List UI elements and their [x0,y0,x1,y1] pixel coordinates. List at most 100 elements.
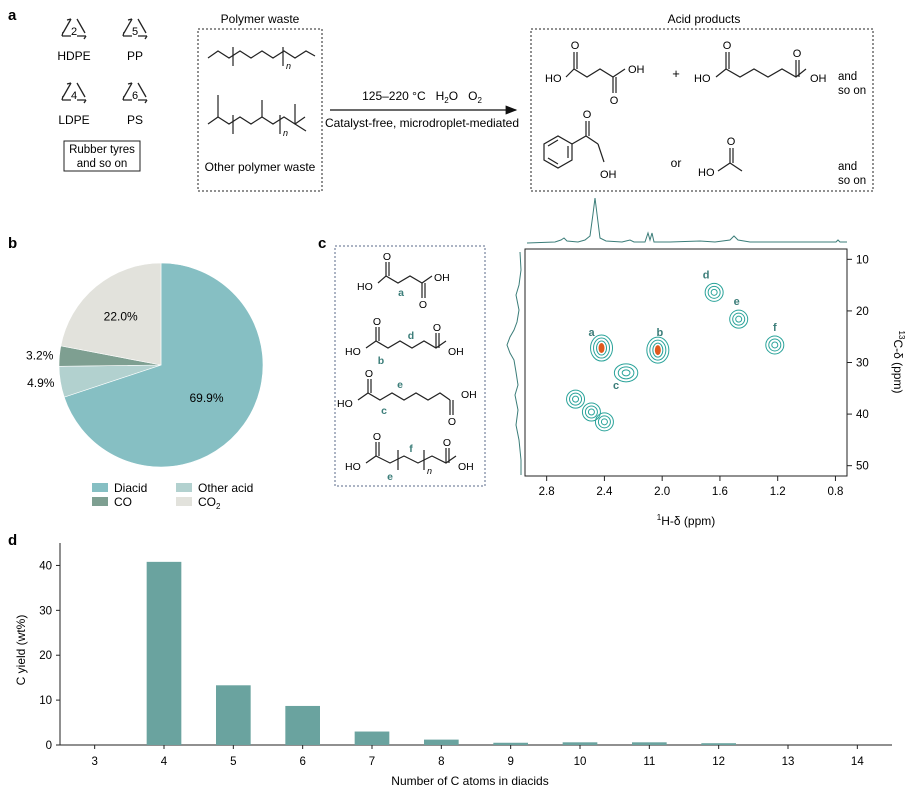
recycle-label: LDPE [58,113,89,127]
bar-c7 [354,731,390,745]
conditions-line2: Catalyst-free, microdroplet-mediated [325,116,519,130]
bar-x-tick-label: 3 [91,756,97,768]
condition-h: H [436,89,445,103]
structure-adipic-O1: O [365,368,373,380]
rubber-line2: and so on [77,158,128,170]
condition-o2-sub: 2 [477,96,482,105]
bar-y-tick-label: 10 [39,695,52,707]
other-polymer-waste: Other polymer waste [205,160,316,174]
nmr-peak-core [654,345,661,356]
legend-swatch-co2 [176,497,192,506]
nmr-contour-ring [613,363,639,383]
pie-chart [58,262,264,468]
nmr-x-tick-label: 2.8 [539,486,555,498]
nmr-contour-ring [596,340,608,356]
pie-label-co2: 22.0% [104,309,138,323]
structure-label-f: f [409,443,413,455]
nmr-peak-e [729,309,749,329]
nmr-peak-c [613,363,639,383]
and-text-2: and [838,161,857,173]
nmr-x-tick-label: 0.8 [827,486,843,498]
polypropylene-structure [207,95,307,134]
nmr-contour-ring [593,337,611,359]
or-text: or [671,156,682,170]
benzoic-OH: OH [600,169,617,181]
legend-swatch-other-acid [176,483,192,492]
bar-y-axis-label: C yield (wt%) [14,615,28,686]
structure-general-HO: HO [345,461,361,473]
nmr-contour-ring [707,285,721,299]
acetic-HO: HO [698,167,715,179]
panel-b-letter: b [8,235,17,252]
nmr-x-tick-label: 1.2 [770,486,786,498]
nmr-contour-ring [649,339,667,361]
so-on-text-2: so on [838,175,866,187]
nmr-peak-label-d: d [703,269,710,281]
bar-c8 [424,739,459,745]
nmr-contour-ring [590,334,614,362]
nmr-contour-ring [771,341,779,349]
polymer-waste-box [197,28,323,192]
nmr-contour-ring [732,312,746,326]
panel-b: b 69.9% 4.9% 3.2% 22.0% Diacid Other acid C… [8,235,264,511]
nmr-contour-ring [710,288,718,296]
structure-general-O2: O [443,437,451,449]
recycle-code: 2 [71,26,77,38]
nmr-peak-7 [581,402,601,422]
glutaric-O-left: O [723,40,732,52]
panel-a: a 2 HDPE 5 PP 4 LDPE [8,7,874,192]
structure-adipic-O2: O [448,416,456,428]
nmr-xlabel-text: H-δ (ppm) [661,514,715,528]
panel-d-letter: d [8,532,17,549]
glutaric-OH: OH [810,73,827,85]
nmr-peak-label-b: b [656,327,663,339]
nmr-ylabel-text: C-δ (ppm) [891,339,905,393]
structure-label-b: b [378,355,384,367]
bar-x-tick-label: 12 [712,756,725,768]
nmr-ylabel-sup: 13 [897,331,906,340]
nmr-x-tick-label: 1.6 [712,486,728,498]
bar-x-tick-label: 10 [574,756,587,768]
rubber-tyres-box [63,140,141,172]
bar-marks [146,561,736,745]
structure-glutaric [365,327,447,349]
structures-box [334,245,486,487]
pie-legend: Diacid Other acid CO CO2 [92,481,253,511]
nmr-1d-projection-left [506,251,522,475]
bar-x-ticks: 3 4 5 6 7 8 9 10 11 12 13 14 [91,745,864,768]
bar-x-tick-label: 6 [299,756,305,768]
glutaric-O-right: O [793,48,802,60]
panel-a-letter: a [8,7,17,24]
structure-adipic-OH: OH [461,389,477,401]
bar-x-tick-label: 7 [369,756,375,768]
bar-c5 [216,685,251,745]
bar-x-tick-label: 5 [230,756,236,768]
nmr-1d-projection-top [526,197,847,244]
nmr-contour-ring [600,418,608,426]
pie-slice-co2 [60,262,162,366]
structure-label-e: e [397,379,403,391]
nmr-contour-ring [587,408,595,416]
bar-y-tick-label: 30 [39,605,52,617]
nmr-peak-label-e: e [734,296,740,308]
nmr-y-axis: 10 20 30 40 50 [847,254,869,473]
nmr-peak-f [765,335,785,355]
nmr-contour-ring [729,309,749,329]
nmr-y-tick-label: 20 [856,306,869,318]
bar-x-tick-label: 13 [782,756,795,768]
nmr-contour-ring [569,392,583,406]
pie-labels: 69.9% 4.9% 3.2% 22.0% [26,309,224,405]
legend-label-other-acid: Other acid [198,481,253,495]
nmr-x-axis-label: 1H-δ (ppm) [657,513,715,528]
nmr-contour-ring [765,335,785,355]
nmr-contour-ring [617,366,635,380]
nmr-plot-frame [524,248,848,477]
bar-x-tick-label: 8 [438,756,444,768]
recycle-arrows-icon [122,18,148,40]
nmr-y-tick-label: 10 [856,254,869,266]
recycle-symbol-ps: 6 PS [122,82,148,127]
acetic-acid-structure [717,148,743,172]
nmr-y-tick-label: 30 [856,358,869,370]
condition-temp: 125–220 °C [362,89,426,103]
